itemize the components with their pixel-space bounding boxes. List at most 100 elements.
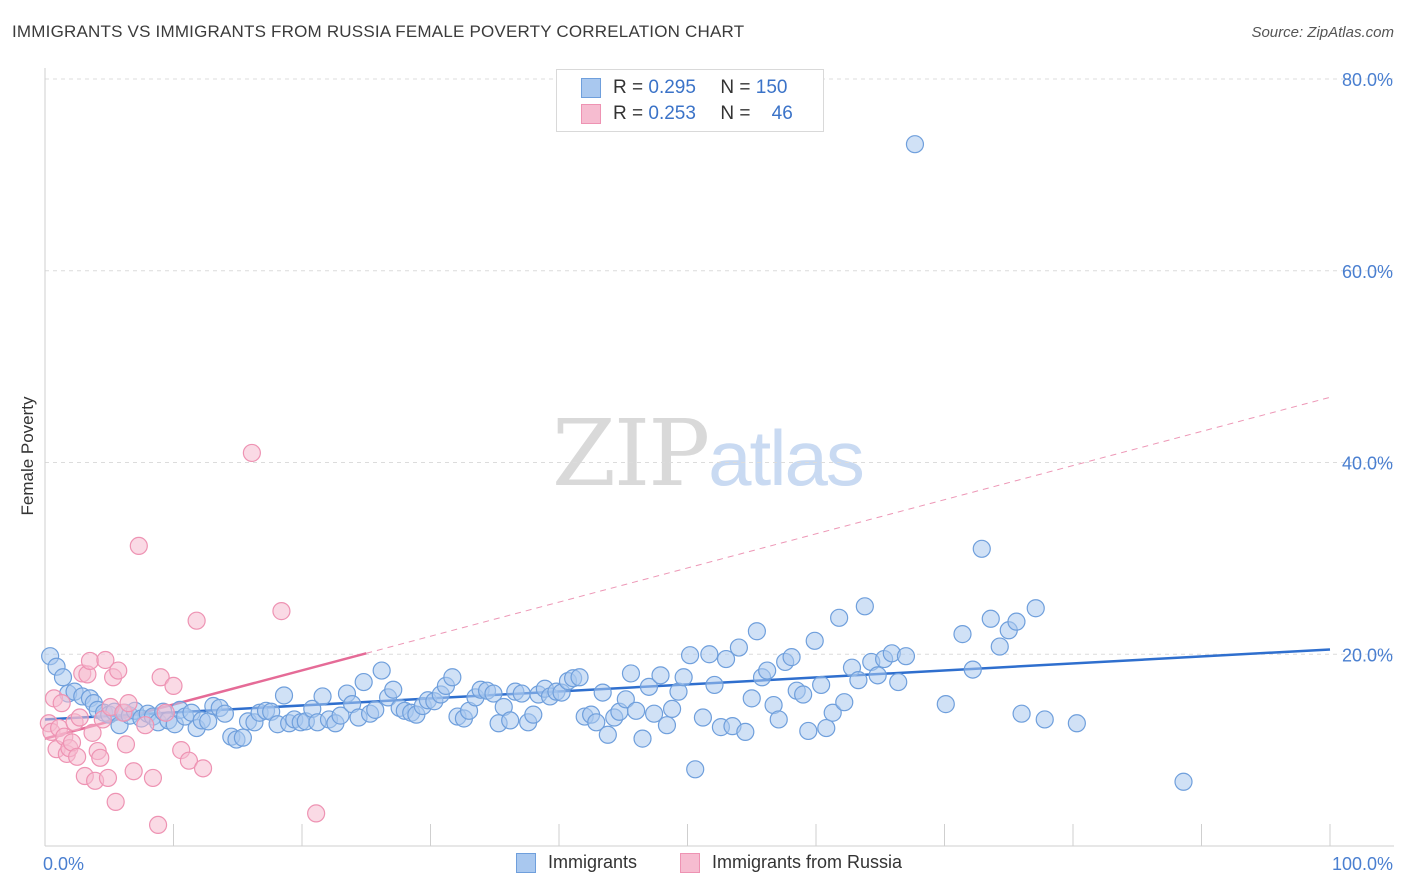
legend-r-value: 0.253 [648, 103, 696, 124]
immigrants-point [889, 672, 908, 692]
y-axis-title: Female Poverty [18, 396, 37, 516]
immigrants-point [830, 608, 849, 627]
russia-point [83, 723, 102, 742]
russia-point [124, 762, 143, 781]
y-tick-label: 20.0% [1342, 645, 1393, 665]
immigrants-point [782, 648, 801, 667]
immigrants-point [1026, 599, 1045, 618]
immigrants-point [384, 680, 403, 699]
immigrants-point [680, 646, 700, 665]
immigrants-point [953, 625, 972, 644]
immigrants-point [981, 609, 1000, 628]
immigrants-point [742, 689, 761, 708]
trend-lines [44, 396, 1331, 740]
immigrants-point [233, 728, 252, 747]
immigrants-point [686, 760, 705, 779]
immigrants-point [484, 684, 503, 703]
immigrants-point [812, 675, 831, 695]
immigrants-point [799, 721, 818, 741]
immigrants-point [769, 710, 788, 729]
immigrants-point [700, 645, 719, 664]
immigrants-point [896, 647, 916, 666]
russia-point [242, 443, 261, 463]
immigrants-point [587, 713, 606, 732]
immigrants-point [616, 690, 635, 709]
immigrants-point [570, 668, 589, 687]
legend-r-value: 0.295 [648, 77, 696, 98]
immigrants-point [817, 718, 836, 738]
immigrants-point [849, 671, 868, 690]
immigrants-point [501, 711, 520, 730]
axis-labels: 20.0% 40.0% 60.0% 80.0% 0.0% 100.0% Female Pov… [18, 70, 1393, 874]
immigrants-point [674, 668, 693, 687]
russia-point [307, 804, 326, 823]
russia-point [129, 536, 148, 556]
russia-point [164, 676, 183, 695]
legend-swatch-pink [581, 104, 601, 124]
legend-n-label: N = [720, 103, 751, 124]
immigrants-point [868, 666, 887, 685]
watermark-zip: ZIP [552, 400, 710, 507]
immigrants-point [313, 687, 332, 706]
x-tick-label: 0.0% [43, 854, 84, 874]
immigrants-point [593, 683, 612, 702]
russia-point [143, 768, 163, 788]
russia-point [151, 668, 170, 687]
russia-point [116, 735, 136, 754]
immigrants-point [331, 706, 350, 725]
immigrants-point [758, 661, 777, 680]
watermark: ZIPatlas [552, 400, 865, 507]
immigrants-point [693, 708, 713, 727]
immigrants-point [794, 685, 813, 704]
immigrants-point [990, 637, 1009, 656]
immigrants-point [1174, 772, 1193, 791]
legend-row-immigrants: R = 0.295 N = 150 [581, 76, 787, 100]
immigrants-point [524, 705, 543, 724]
immigrants-point [936, 695, 955, 714]
bottom-legend-swatch-blue [516, 852, 536, 873]
immigrants-point [354, 672, 373, 692]
immigrants-point [1035, 710, 1054, 729]
immigrants-point [729, 638, 749, 657]
russia-point [68, 747, 87, 766]
russia-point [91, 748, 110, 767]
bottom-legend-immigrants: Immigrants [516, 852, 637, 873]
immigrants-point [633, 729, 652, 748]
russia-point [98, 768, 118, 788]
immigrants-point [905, 135, 925, 154]
legend-n-value: 46 [771, 103, 793, 124]
immigrants-point [705, 675, 724, 695]
y-tick-label: 60.0% [1342, 262, 1393, 282]
bottom-legend-swatch-pink [680, 852, 700, 873]
russia-point [179, 751, 199, 770]
bottom-legend-russia: Immigrants from Russia [680, 852, 902, 873]
watermark-atlas: atlas [708, 414, 865, 502]
russia-point [119, 694, 138, 713]
immigrants-point [626, 701, 646, 720]
immigrants-point [639, 677, 659, 696]
immigrants-point [651, 666, 670, 685]
immigrants-point [621, 664, 641, 683]
gridlines [45, 78, 1394, 655]
source-label: Source: ZipAtlas.com [1251, 24, 1394, 41]
data-points [39, 135, 1193, 835]
russia-point [52, 694, 71, 713]
immigrants-point [443, 668, 462, 687]
immigrants-point [644, 704, 664, 723]
immigrants-point [835, 693, 854, 712]
immigrants-point [1012, 704, 1031, 723]
legend-n-value: 150 [755, 77, 788, 98]
legend-swatch-blue [581, 78, 601, 98]
bottom-legend-label: Immigrants from Russia [712, 852, 903, 872]
immigrants-point [598, 725, 617, 744]
legend-r-label: R = [613, 77, 644, 98]
immigrants-point [823, 703, 842, 722]
immigrants-point [366, 700, 385, 719]
russia-point [187, 611, 206, 630]
russia-point [96, 650, 115, 670]
immigrants-point [747, 622, 766, 641]
russia-point [148, 815, 168, 835]
immigrants-point [512, 684, 531, 703]
legend-r-label: R = [613, 103, 644, 124]
immigrants-point [657, 716, 677, 735]
